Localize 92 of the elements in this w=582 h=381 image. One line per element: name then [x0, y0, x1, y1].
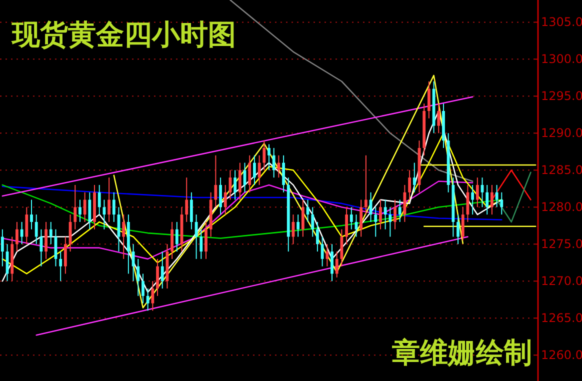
- candlestick: [224, 184, 227, 216]
- candlestick: [200, 228, 203, 260]
- candlestick: [394, 199, 396, 230]
- candlestick: [320, 236, 324, 267]
- candlestick: [360, 199, 363, 238]
- candlestick: [272, 147, 276, 178]
- candlestick: [49, 221, 52, 245]
- candlestick: [330, 244, 334, 282]
- y-tick-label: 1300.0: [541, 52, 582, 66]
- candlestick: [25, 206, 28, 245]
- candlestick: [16, 221, 18, 252]
- candlestick: [296, 214, 300, 238]
- candlestick: [437, 103, 440, 134]
- candlestick: [350, 206, 353, 230]
- y-tick-label: 1260.0: [541, 348, 582, 362]
- candlestick: [156, 258, 159, 296]
- line-series: [2, 132, 502, 274]
- candlestick: [64, 236, 67, 274]
- candlestick: [384, 199, 387, 230]
- candlestick: [238, 162, 242, 200]
- candlestick: [486, 184, 489, 216]
- candlestick: [108, 177, 111, 222]
- candlestick: [40, 228, 43, 267]
- candlestick: [258, 154, 261, 186]
- candlestick: [151, 280, 154, 312]
- candlestick: [490, 184, 494, 216]
- text: 现货黄金四小时图: [11, 18, 236, 51]
- candlestick: [500, 192, 504, 216]
- candlestick: [301, 199, 304, 238]
- candlestick: [0, 228, 4, 267]
- candlestick: [142, 273, 144, 304]
- candlestick: [316, 221, 319, 252]
- candlestick: [214, 154, 218, 208]
- candlestick: [146, 288, 150, 312]
- candlestick: [160, 251, 164, 290]
- candlestick: [88, 192, 92, 230]
- candlestick: [495, 184, 498, 208]
- candlestick: [136, 258, 140, 296]
- candlestick: [112, 192, 116, 222]
- candlestick: [234, 170, 237, 200]
- candlestick: [345, 206, 348, 245]
- candlestick: [340, 228, 344, 267]
- candlestick: [282, 154, 285, 193]
- candlestick: [374, 206, 378, 238]
- candlestick: [74, 184, 77, 230]
- line-series: [2, 180, 474, 260]
- y-tick-label: 1295.0: [541, 89, 582, 104]
- candlestick: [379, 199, 382, 230]
- candlestick: [190, 192, 193, 230]
- candlestick: [326, 244, 329, 267]
- y-tick-label: 1275.0: [541, 237, 582, 252]
- candlestick: [364, 154, 368, 216]
- candlestick: [83, 192, 86, 222]
- candlestick: [44, 221, 48, 260]
- candlestick: [98, 184, 101, 216]
- candlestick: [219, 177, 222, 216]
- line-series: [2, 184, 502, 239]
- candlestick: [335, 251, 338, 278]
- candlestick: [248, 154, 252, 193]
- candlestick: [30, 199, 33, 230]
- line-series: [2, 186, 502, 220]
- candlestick: [194, 214, 198, 260]
- y-tick-label: 1270.0: [541, 274, 582, 288]
- candlestick: [471, 184, 474, 216]
- candlestick: [311, 206, 314, 238]
- candlestick: [268, 144, 270, 171]
- y-tick-label: 1285.0: [541, 163, 582, 178]
- candlestick: [388, 206, 392, 238]
- candlestick: [59, 251, 62, 282]
- y-tick-label: 1280.0: [541, 200, 582, 214]
- y-tick-label: 1290.0: [541, 126, 582, 140]
- candlestick: [34, 214, 38, 245]
- candlestick: [262, 140, 266, 171]
- candlestick: [170, 221, 174, 260]
- candlestick: [412, 162, 416, 193]
- candlestick: [476, 177, 479, 208]
- candlestick: [427, 80, 430, 119]
- candlestick: [20, 221, 24, 245]
- candlestick: [398, 199, 402, 222]
- candlestick: [175, 221, 178, 252]
- candlestick: [408, 170, 412, 200]
- candlestick: [461, 206, 464, 241]
- y-tick-label: 1305.0: [541, 15, 582, 30]
- annotation: 章维姗绘制: [391, 336, 532, 369]
- candlestick: [204, 221, 208, 260]
- candlestick: [185, 177, 188, 222]
- y-tick-label: 1265.0: [541, 311, 582, 326]
- candlestick: [122, 214, 126, 260]
- candlestick: [456, 214, 460, 245]
- candlestick: [253, 154, 256, 186]
- candlestick: [78, 199, 82, 222]
- candlestick: [277, 154, 280, 178]
